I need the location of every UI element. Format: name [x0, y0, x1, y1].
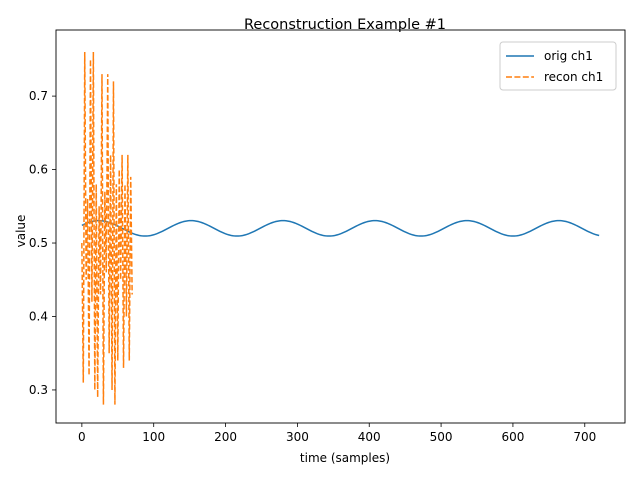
series-line-orig: [81, 219, 600, 237]
x-tick-label: 200: [214, 430, 237, 444]
axis-ticks: 0 100 200 300 400 500 600 700 0.3 0.4 0.5 0.6 0.7: [29, 89, 596, 444]
chart-title: Reconstruction Example #1: [244, 17, 446, 33]
x-tick-label: 100: [142, 430, 165, 444]
legend-frame: [499, 41, 617, 91]
x-tick-label: 300: [286, 430, 309, 444]
x-axis-label: time (samples): [300, 451, 390, 465]
y-tick-label: 0.3: [29, 383, 48, 397]
y-axis-label: value: [14, 215, 28, 248]
legend-label-orig: orig ch1: [544, 49, 593, 63]
y-tick-label: 0.7: [29, 89, 48, 103]
y-tick-label: 0.6: [29, 163, 48, 177]
legend-label-recon: recon ch1: [544, 70, 603, 84]
x-tick-label: 700: [573, 430, 596, 444]
x-tick-label: 500: [430, 430, 453, 444]
y-tick-label: 0.4: [29, 309, 48, 323]
y-tick-label: 0.5: [29, 236, 48, 250]
axes-frame: [55, 29, 626, 424]
legend: orig ch1 recon ch1: [499, 41, 617, 91]
plot-area: [81, 52, 600, 405]
x-tick-label: 400: [358, 430, 381, 444]
x-tick-label: 600: [501, 430, 524, 444]
series-line-recon: [81, 52, 133, 405]
x-tick-label: 0: [78, 430, 86, 444]
